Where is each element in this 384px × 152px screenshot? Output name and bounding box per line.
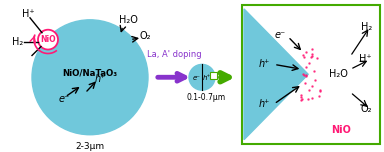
Polygon shape: [244, 9, 308, 140]
Bar: [242, 5, 380, 144]
Text: e⁻: e⁻: [193, 75, 201, 81]
Bar: [210, 72, 217, 79]
Text: NiO: NiO: [40, 35, 56, 44]
Text: H₂: H₂: [12, 37, 24, 47]
Text: h⁺: h⁺: [258, 59, 270, 69]
Text: O₂: O₂: [361, 104, 372, 114]
Text: 2-3μm: 2-3μm: [75, 142, 104, 151]
Circle shape: [189, 64, 215, 90]
Text: NiO/NaTaO₃: NiO/NaTaO₃: [63, 69, 118, 78]
Text: O₂: O₂: [139, 31, 151, 41]
Circle shape: [38, 30, 58, 50]
Text: H⁺: H⁺: [359, 54, 372, 64]
Text: H⁺: H⁺: [22, 9, 34, 19]
Text: 0.1-0.7μm: 0.1-0.7μm: [187, 93, 225, 102]
Text: NiO: NiO: [331, 125, 351, 135]
Text: H₂: H₂: [361, 22, 372, 32]
Text: h⁺: h⁺: [94, 74, 106, 84]
Text: H₂O: H₂O: [119, 15, 137, 25]
Text: e⁻: e⁻: [275, 30, 286, 40]
Circle shape: [32, 20, 148, 135]
Text: h⁺: h⁺: [258, 99, 270, 109]
Text: H₂O: H₂O: [329, 69, 348, 79]
Text: e⁻: e⁻: [58, 94, 70, 104]
Text: La, A' doping: La, A' doping: [147, 50, 201, 59]
Text: h⁺: h⁺: [203, 75, 211, 81]
